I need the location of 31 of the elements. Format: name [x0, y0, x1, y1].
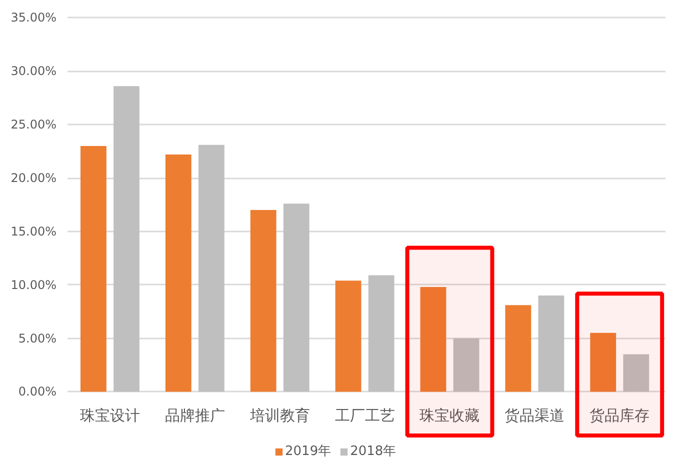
bar — [283, 204, 310, 392]
bar — [198, 144, 224, 392]
y-tick-label: 35.00% — [10, 10, 57, 25]
bar — [114, 86, 140, 392]
bar — [623, 354, 650, 392]
y-tick-label: 30.00% — [10, 64, 57, 78]
bar — [335, 280, 362, 392]
x-tick-label: 货品库存 — [590, 406, 650, 425]
bar — [453, 338, 480, 392]
legend-label: 2018年 — [350, 443, 396, 460]
x-tick-label: 培训教育 — [248, 406, 310, 425]
bar — [590, 332, 616, 392]
bar — [165, 154, 192, 392]
bar — [368, 275, 394, 392]
legend-label: 2019年 — [285, 443, 332, 460]
bar — [250, 210, 276, 392]
x-tick-label: 珠宝设计 — [80, 406, 140, 425]
bar — [538, 296, 564, 392]
x-tick-label: 珠宝收藏 — [420, 406, 480, 425]
y-tick-label: 25.00% — [10, 118, 57, 132]
y-tick-label: 5.00% — [18, 331, 57, 346]
x-tick-label: 品牌推广 — [164, 406, 225, 425]
y-tick-label: 10.00% — [10, 278, 57, 292]
bar — [420, 286, 446, 392]
bar — [80, 146, 106, 392]
bar — [505, 305, 532, 392]
x-tick-label: 货品渠道 — [504, 406, 565, 425]
y-tick-label: 15.00% — [10, 224, 57, 238]
y-tick-label: 0.00% — [18, 384, 57, 399]
x-tick-label: 工厂工艺 — [334, 406, 395, 425]
y-tick-label: 20.00% — [10, 171, 57, 186]
